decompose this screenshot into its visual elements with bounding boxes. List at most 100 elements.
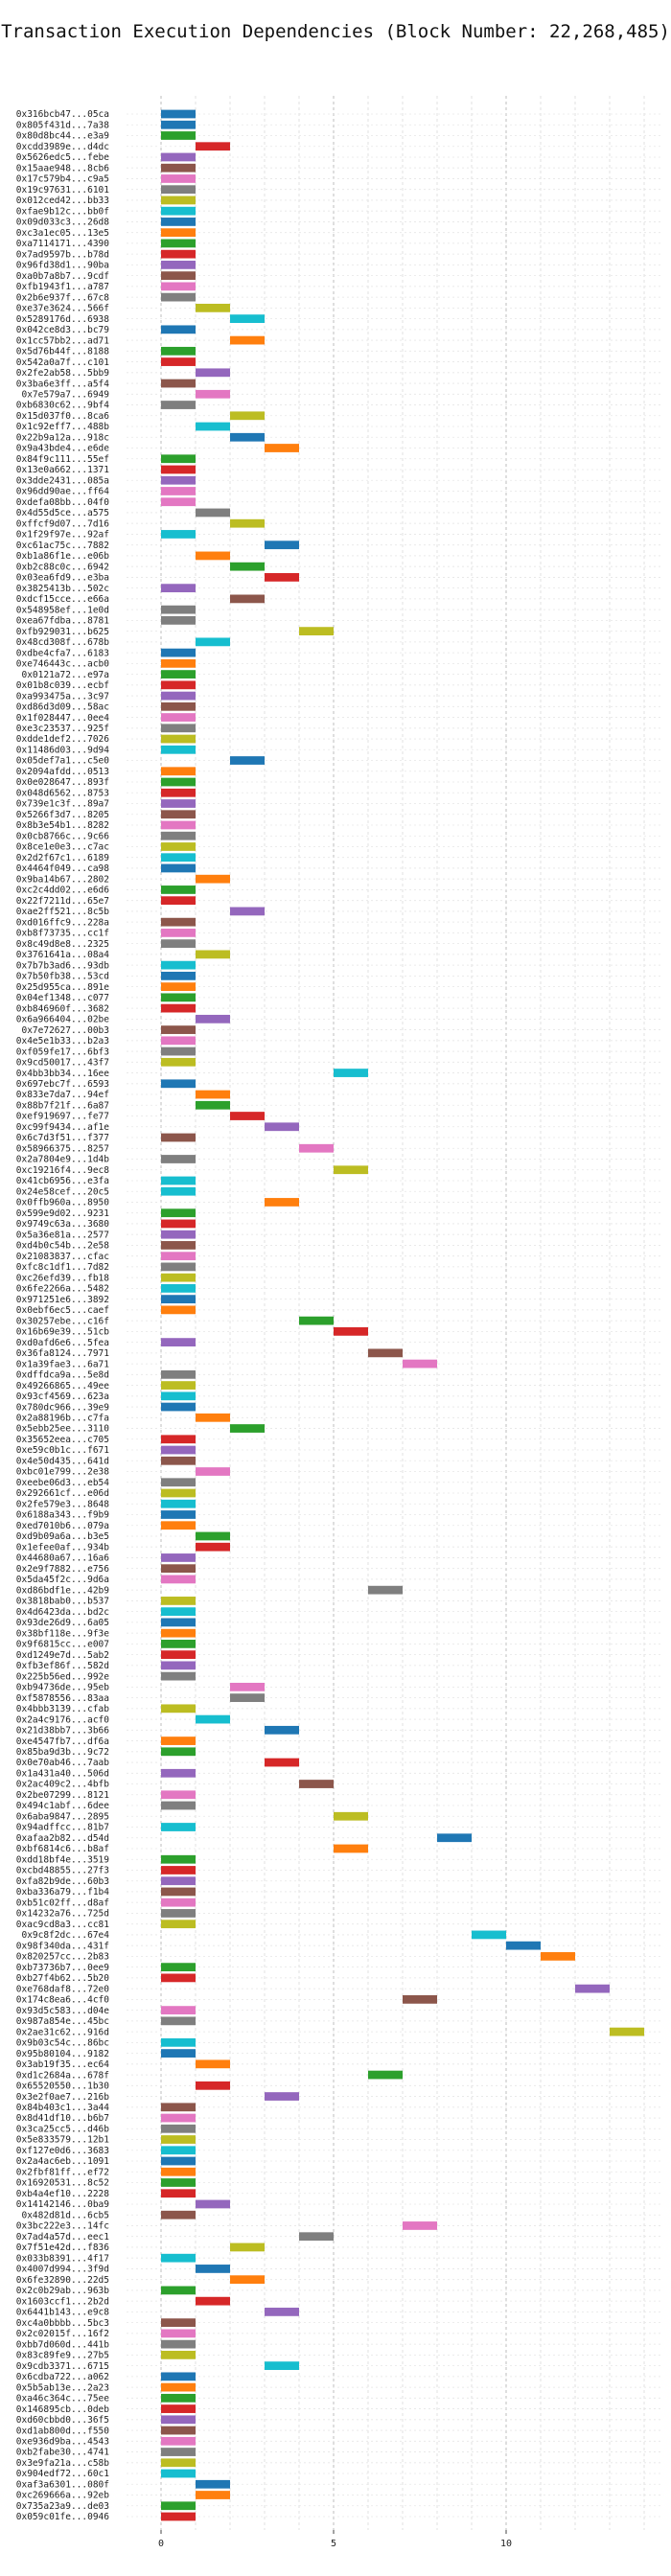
tx-hash-label: 0xdbe4cfa7...6183 — [16, 648, 109, 658]
tx-bar — [368, 1585, 403, 1595]
tx-hash-label: 0x7e72627...00b3 — [21, 1025, 109, 1036]
tx-hash-label: 0x2be07299...8121 — [16, 1790, 110, 1801]
tx-bar — [161, 1338, 196, 1346]
tx-bar — [161, 1510, 196, 1519]
tx-bar — [161, 1305, 196, 1315]
tx-hash-label: 0x25d955ca...891e — [16, 982, 110, 993]
tx-hash-label: 0xc99f9434...af1e — [16, 1122, 110, 1133]
tx-hash-label: 0x7f51e42d...f836 — [16, 2242, 110, 2253]
tx-bar — [161, 1499, 196, 1508]
tx-hash-label: 0x14142146...0ba9 — [16, 2199, 110, 2210]
tx-bar — [196, 1014, 230, 1024]
tx-bar — [161, 109, 196, 119]
tx-hash-label: 0x4bb3bb34...16ee — [16, 1069, 110, 1079]
tx-hash-label: 0xc61ac75c...7882 — [16, 540, 109, 551]
tx-bar — [265, 2308, 299, 2316]
tx-bar — [161, 1273, 196, 1282]
tx-bar — [196, 1090, 230, 1099]
tx-hash-label: 0xd4b0c54b...2e58 — [16, 1241, 110, 1252]
tx-bar — [161, 1488, 196, 1498]
tx-bar — [230, 907, 265, 916]
tx-bar — [161, 1435, 196, 1444]
tx-bar — [196, 1413, 230, 1422]
tx-hash-label: 0x83c89fe9...27b5 — [16, 2351, 109, 2361]
tx-hash-label: 0x7b7b3ad6...93db — [16, 960, 110, 971]
tx-bar — [161, 1553, 196, 1562]
tx-bar — [161, 734, 196, 744]
tx-bar — [161, 1650, 196, 1660]
tx-hash-label: 0x4e50d435...641d — [16, 1456, 109, 1466]
tx-bar — [161, 917, 196, 927]
tx-hash-label: 0x2c02015f...16f2 — [16, 2329, 109, 2339]
tx-bar — [161, 831, 196, 840]
tx-bar — [161, 1671, 196, 1681]
tx-hash-label: 0xd86d3d09...58ac — [16, 702, 109, 713]
tick-layer: 0 5 10 — [158, 2530, 512, 2549]
tx-hash-label: 0x2094afdd...0513 — [16, 767, 109, 777]
tx-bar — [265, 2361, 299, 2370]
tx-hash-label: 0xd1c2684a...678f — [16, 2070, 109, 2081]
tx-hash-label: 0xfc8c1df1...7d82 — [16, 1262, 109, 1273]
tx-hash-label: 0x1cc57bb2...ad71 — [16, 335, 110, 346]
tx-bar — [161, 605, 196, 614]
tx-bar — [161, 2178, 196, 2187]
tx-bar — [161, 487, 196, 495]
tx-bar — [437, 1833, 472, 1843]
tx-hash-label: 0x1f028447...0ee4 — [16, 713, 110, 724]
tx-bar — [161, 886, 196, 894]
tx-hash-label: 0xa0b7a8b7...9cdf — [16, 271, 109, 282]
tx-bar — [161, 1521, 196, 1530]
tx-bar — [265, 1198, 299, 1207]
tx-bar — [161, 379, 196, 388]
tx-hash-label: 0x3bc222e3...14fc — [16, 2221, 109, 2232]
tx-bar — [161, 2006, 196, 2015]
tx-hash-label: 0xdde1def2...7026 — [16, 734, 110, 745]
label-layer: 0x316bcb47...05ca0x805f431d...7a380x80d8… — [16, 109, 110, 2522]
tx-hash-label: 0x5626edc5...febe — [16, 152, 110, 163]
tx-bar — [403, 1994, 437, 2004]
tx-bar — [161, 2253, 196, 2263]
tx-bar — [161, 1661, 196, 1670]
tx-hash-label: 0xba336a79...f1b4 — [16, 1887, 110, 1898]
tx-bar — [161, 2103, 196, 2112]
tx-bar — [161, 1252, 196, 1261]
tx-hash-label: 0x35652eea...c705 — [16, 1435, 109, 1445]
tx-hash-label: 0x059c01fe...0946 — [16, 2512, 110, 2522]
tx-bar — [230, 1693, 265, 1702]
tx-hash-label: 0xb8f73735...cc1f — [16, 929, 109, 939]
tx-bar — [196, 389, 230, 399]
tx-bar — [161, 680, 196, 690]
tx-hash-label: 0x0121a72...e97a — [21, 670, 109, 680]
tx-hash-label: 0xd9b09a6a...b3e5 — [16, 1531, 109, 1542]
tx-hash-label: 0x548958ef...1e0d — [16, 605, 109, 615]
tx-bar — [161, 648, 196, 657]
tx-bar — [196, 1714, 230, 1724]
tx-bar — [161, 1445, 196, 1455]
tx-bar — [196, 508, 230, 518]
tx-hash-label: 0x1a431a40...506d — [16, 1768, 109, 1779]
tx-bar — [161, 2189, 196, 2198]
tx-bar — [161, 2469, 196, 2478]
tx-hash-label: 0x19c97631...6101 — [16, 185, 110, 196]
tx-hash-label: 0x1a39fae3...6a71 — [16, 1359, 110, 1369]
tx-hash-label: 0xd1ab800d...f550 — [16, 2426, 110, 2436]
tx-bar — [161, 1025, 196, 1034]
tx-hash-label: 0x6c7d3f51...f377 — [16, 1133, 109, 1143]
tx-bar — [161, 896, 196, 906]
tx-bar — [161, 228, 196, 238]
tx-hash-label: 0xe4547fb7...df6a — [16, 1736, 109, 1747]
tx-bar — [161, 1230, 196, 1239]
tx-bar — [161, 2426, 196, 2435]
tx-hash-label: 0x9b03c54c...86bc — [16, 2038, 109, 2049]
tx-hash-label: 0x9cdb3371...6715 — [16, 2361, 109, 2372]
tx-bar — [161, 853, 196, 862]
tx-bar — [610, 2027, 644, 2036]
tx-bar — [161, 788, 196, 797]
tx-hash-label: 0x2a4ac6eb...1091 — [16, 2156, 110, 2167]
tx-bar — [196, 422, 230, 431]
tx-bar — [334, 1165, 368, 1175]
tx-hash-label: 0xaf3a6301...080f — [16, 2479, 109, 2490]
tx-hash-label: 0x012ced42...bb33 — [16, 196, 109, 206]
tx-bar — [161, 2167, 196, 2176]
tx-bar — [196, 637, 230, 647]
